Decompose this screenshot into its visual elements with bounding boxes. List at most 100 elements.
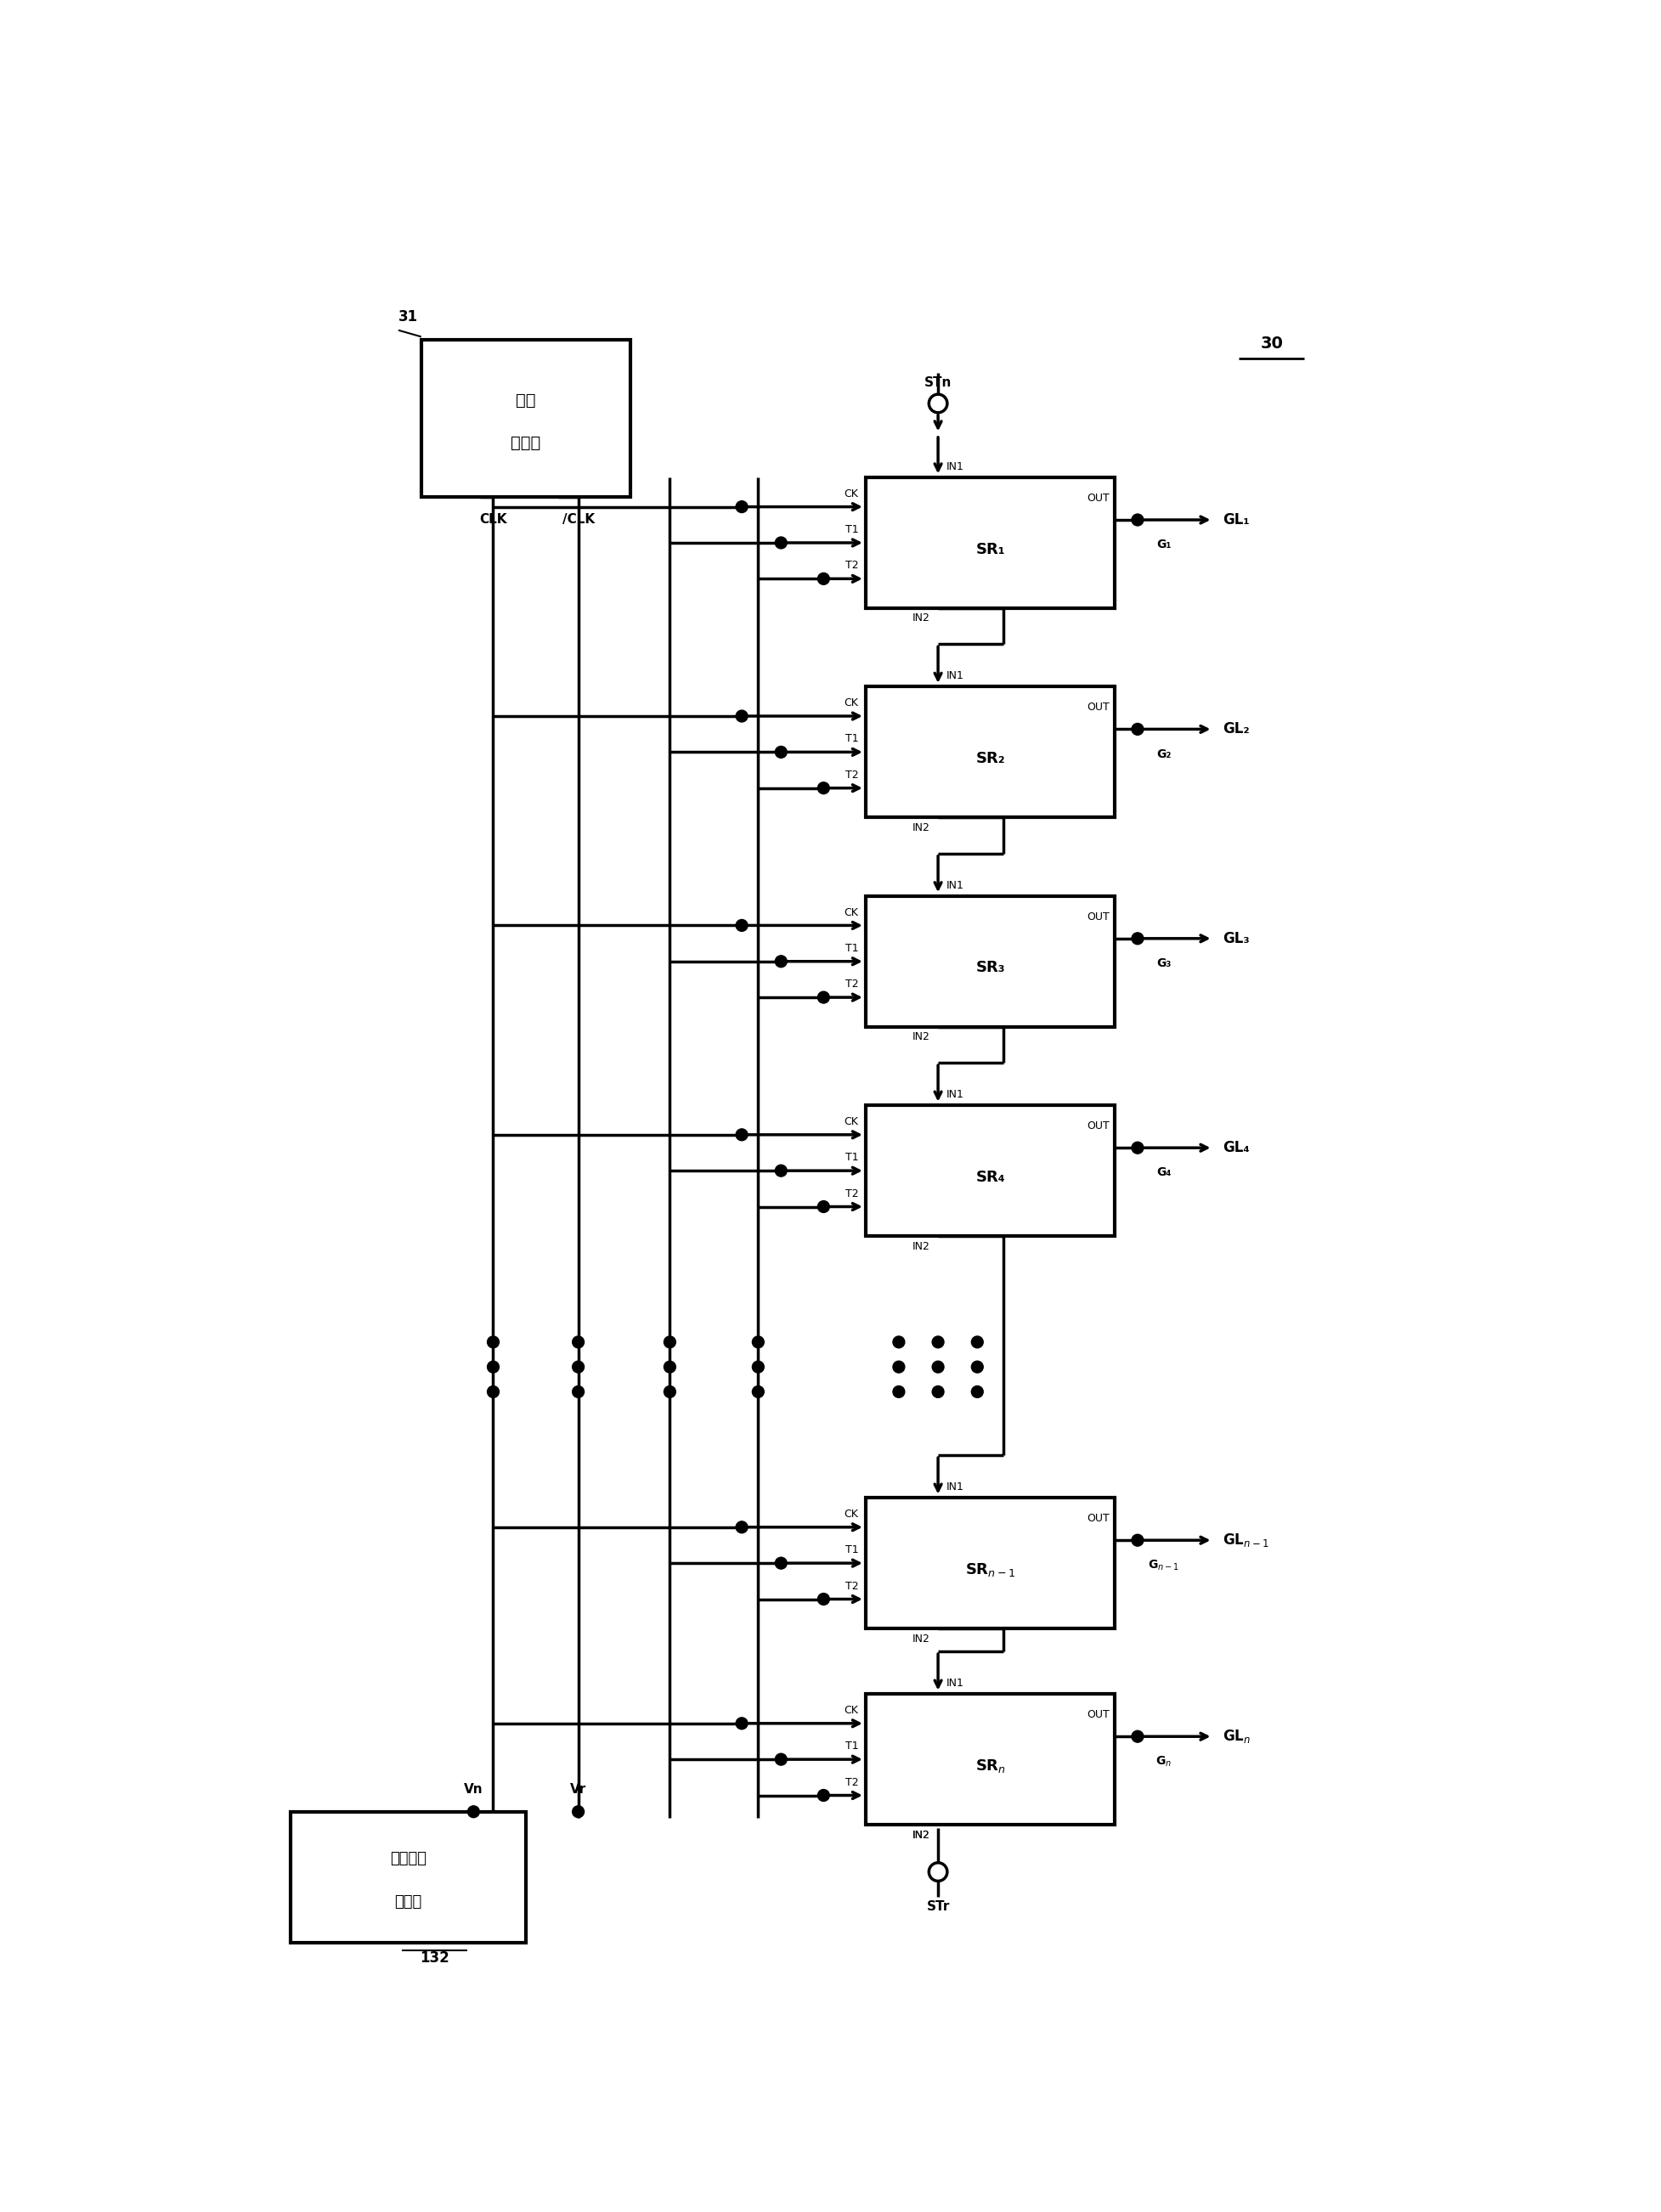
Text: CLK: CLK <box>478 513 507 526</box>
Text: 发生器: 发生器 <box>510 436 540 451</box>
Circle shape <box>1131 1730 1143 1743</box>
Text: GL$_{n-1}$: GL$_{n-1}$ <box>1222 1531 1269 1548</box>
Text: T1: T1 <box>844 524 857 535</box>
Text: IN1: IN1 <box>945 1482 963 1493</box>
Text: IN2: IN2 <box>912 613 930 624</box>
Circle shape <box>892 1336 904 1347</box>
Text: G₃: G₃ <box>1156 958 1171 969</box>
Circle shape <box>736 1717 747 1730</box>
Text: SR₂: SR₂ <box>975 752 1005 765</box>
Circle shape <box>817 1593 829 1606</box>
Text: OUT: OUT <box>1086 1121 1110 1133</box>
Circle shape <box>932 1387 943 1398</box>
Text: T1: T1 <box>844 734 857 745</box>
Circle shape <box>774 538 787 549</box>
Text: IN2: IN2 <box>912 823 930 834</box>
Text: 电压信号: 电压信号 <box>390 1851 427 1867</box>
Text: SR$_n$: SR$_n$ <box>975 1756 1005 1774</box>
Text: G$_{n-1}$: G$_{n-1}$ <box>1148 1557 1179 1573</box>
Text: STn: STn <box>924 376 952 389</box>
Circle shape <box>664 1360 676 1374</box>
Circle shape <box>571 1336 583 1347</box>
Text: GL₃: GL₃ <box>1222 931 1249 947</box>
Circle shape <box>752 1336 764 1347</box>
Text: 132: 132 <box>419 1951 448 1966</box>
Text: SR₄: SR₄ <box>975 1170 1005 1186</box>
Text: G₂: G₂ <box>1156 748 1171 761</box>
Circle shape <box>467 1805 480 1818</box>
Text: SR₃: SR₃ <box>975 960 1005 975</box>
Circle shape <box>817 1790 829 1801</box>
Text: IN1: IN1 <box>945 670 963 681</box>
Text: GL₂: GL₂ <box>1222 721 1249 737</box>
Bar <box>865 1498 1115 1628</box>
Text: T1: T1 <box>844 1152 857 1164</box>
Text: STr: STr <box>925 1900 948 1913</box>
Text: 30: 30 <box>1259 336 1282 352</box>
Circle shape <box>1131 723 1143 734</box>
Circle shape <box>1131 1141 1143 1155</box>
Text: CK: CK <box>844 489 857 500</box>
Bar <box>865 1694 1115 1825</box>
Text: T2: T2 <box>844 978 857 989</box>
Text: CK: CK <box>844 1509 857 1520</box>
Text: OUT: OUT <box>1086 701 1110 712</box>
Bar <box>291 1812 525 1942</box>
Circle shape <box>774 1166 787 1177</box>
Text: T2: T2 <box>844 560 857 571</box>
Circle shape <box>774 1557 787 1568</box>
Text: OUT: OUT <box>1086 911 1110 922</box>
Circle shape <box>817 1201 829 1212</box>
Circle shape <box>664 1387 676 1398</box>
Circle shape <box>1131 513 1143 526</box>
Text: IN2: IN2 <box>912 1031 930 1042</box>
Circle shape <box>664 1336 676 1347</box>
Circle shape <box>774 1754 787 1765</box>
Text: SR$_{n-1}$: SR$_{n-1}$ <box>965 1562 1015 1577</box>
Circle shape <box>1131 1535 1143 1546</box>
Circle shape <box>736 710 747 721</box>
Circle shape <box>892 1387 904 1398</box>
Text: T1: T1 <box>844 1544 857 1555</box>
Bar <box>865 896 1115 1026</box>
Text: G₄: G₄ <box>1156 1166 1171 1179</box>
Text: 发生器: 发生器 <box>394 1893 422 1909</box>
Circle shape <box>774 745 787 759</box>
Text: IN1: IN1 <box>945 1677 963 1688</box>
Circle shape <box>932 1336 943 1347</box>
Circle shape <box>892 1360 904 1374</box>
Text: CK: CK <box>844 1117 857 1128</box>
Text: CK: CK <box>844 697 857 708</box>
Text: IN2: IN2 <box>912 1829 930 1840</box>
Text: IN1: IN1 <box>945 460 963 471</box>
Text: T1: T1 <box>844 942 857 953</box>
Text: SR₁: SR₁ <box>975 542 1005 557</box>
Text: CK: CK <box>844 907 857 918</box>
Circle shape <box>817 783 829 794</box>
Text: 31: 31 <box>399 310 419 325</box>
Text: Vr: Vr <box>570 1783 586 1796</box>
Circle shape <box>774 956 787 967</box>
Text: T2: T2 <box>844 1582 857 1593</box>
Circle shape <box>972 1360 983 1374</box>
Circle shape <box>571 1805 583 1818</box>
Circle shape <box>571 1387 583 1398</box>
Circle shape <box>752 1387 764 1398</box>
Circle shape <box>487 1336 498 1347</box>
Bar <box>865 478 1115 608</box>
Text: GL$_n$: GL$_n$ <box>1222 1728 1251 1745</box>
Circle shape <box>736 500 747 513</box>
Text: GL₁: GL₁ <box>1222 513 1249 526</box>
Circle shape <box>817 573 829 584</box>
Circle shape <box>736 920 747 931</box>
Text: 时钟: 时钟 <box>515 392 535 409</box>
Bar <box>865 1106 1115 1237</box>
Text: IN2: IN2 <box>912 1241 930 1252</box>
Text: OUT: OUT <box>1086 1710 1110 1721</box>
Bar <box>420 341 630 498</box>
Text: /CLK: /CLK <box>561 513 595 526</box>
Text: IN2: IN2 <box>912 1632 930 1644</box>
Text: OUT: OUT <box>1086 493 1110 504</box>
Circle shape <box>1131 933 1143 945</box>
Circle shape <box>972 1387 983 1398</box>
